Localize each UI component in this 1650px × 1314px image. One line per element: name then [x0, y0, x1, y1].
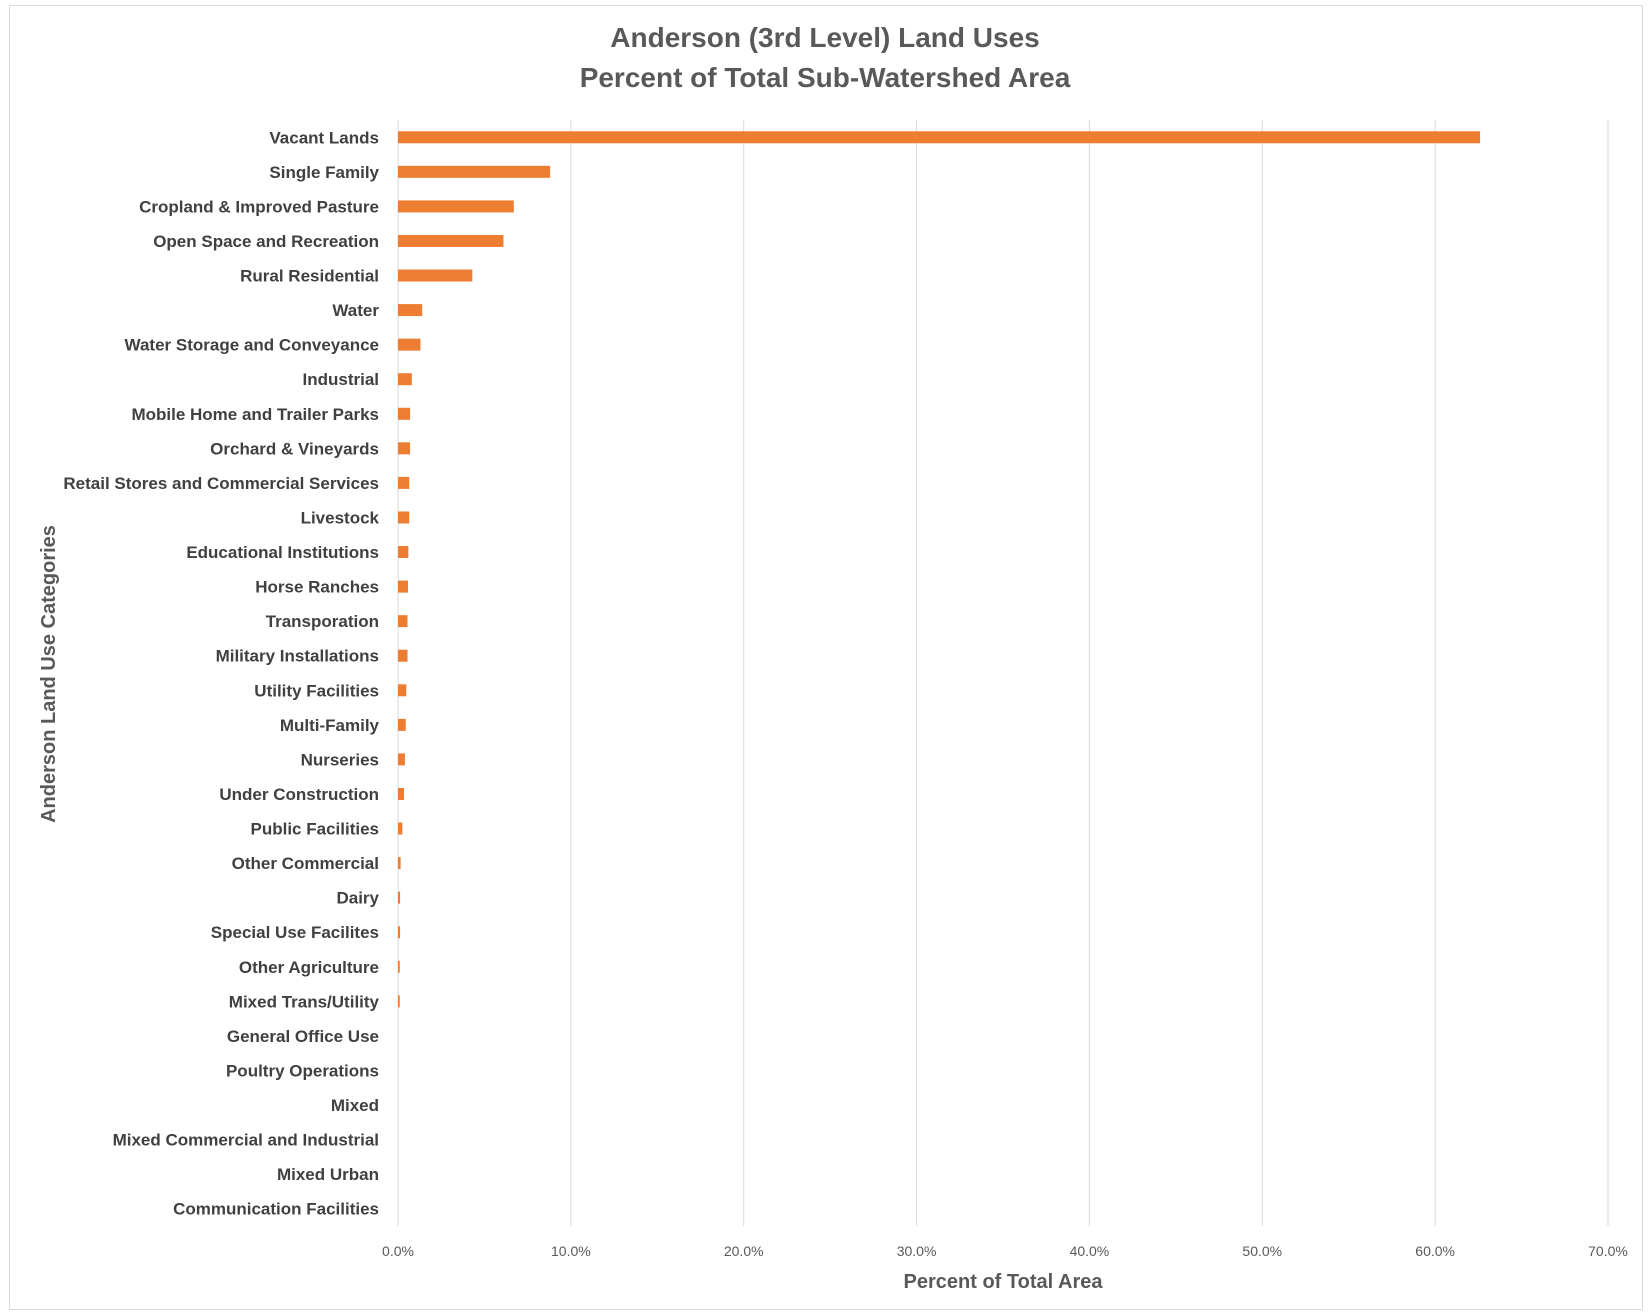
category-label: Transporation — [266, 612, 379, 631]
bar — [398, 857, 401, 870]
bar — [398, 615, 408, 628]
bar — [398, 580, 409, 593]
chart-title: Anderson (3rd Level) Land Uses — [610, 22, 1040, 53]
bar — [398, 131, 1481, 144]
x-tick-label: 70.0% — [1588, 1243, 1628, 1259]
category-label: Nurseries — [301, 750, 379, 769]
category-label: Industrial — [302, 370, 379, 389]
x-axis-title: Percent of Total Area — [904, 1271, 1104, 1293]
category-label: Poultry Operations — [226, 1061, 379, 1080]
bar — [398, 165, 551, 178]
x-tick-label: 20.0% — [724, 1243, 764, 1259]
category-label: Special Use Facilites — [211, 923, 379, 942]
category-label: Retail Stores and Commercial Services — [63, 474, 379, 493]
bars — [398, 131, 1481, 1008]
category-label: Open Space and Recreation — [153, 232, 379, 251]
bar — [398, 546, 409, 559]
category-label: Multi-Family — [280, 716, 380, 735]
bar — [398, 995, 400, 1008]
bar — [398, 476, 410, 489]
category-label: Single Family — [269, 163, 379, 182]
x-tick-label: 0.0% — [382, 1243, 414, 1259]
category-label: Mixed — [331, 1096, 379, 1115]
bar — [398, 891, 401, 904]
bar — [398, 407, 411, 420]
bar — [398, 926, 401, 939]
gridlines — [397, 120, 1609, 1226]
x-tick-label: 50.0% — [1242, 1243, 1282, 1259]
x-tick-label: 40.0% — [1070, 1243, 1110, 1259]
bar — [398, 269, 473, 282]
category-label: Mixed Urban — [277, 1165, 379, 1184]
category-label: Mixed Commercial and Industrial — [113, 1131, 379, 1150]
bar — [398, 200, 514, 213]
bar — [398, 822, 403, 835]
category-label: Utility Facilities — [254, 681, 379, 700]
bar — [398, 960, 400, 973]
bar — [398, 649, 408, 662]
tick-labels: 0.0% 10.0% 20.0% 30.0% 40.0% 50.0% 60.0% 70.0% — [382, 1243, 1628, 1259]
chart-subtitle: Percent of Total Sub-Watershed Area — [579, 62, 1071, 93]
category-label: Military Installations — [216, 647, 379, 666]
category-label: Cropland & Improved Pasture — [139, 197, 379, 216]
bar — [398, 684, 407, 697]
category-label: Mixed Trans/Utility — [229, 992, 380, 1011]
category-label: Livestock — [301, 508, 380, 527]
chart-frame — [9, 5, 1643, 1310]
bar — [398, 373, 412, 386]
category-label: Water Storage and Conveyance — [125, 336, 379, 355]
category-label: Educational Institutions — [186, 543, 379, 562]
bar — [398, 511, 410, 524]
category-label: Communication Facilities — [173, 1200, 379, 1219]
bar — [398, 718, 406, 731]
bar — [398, 304, 423, 317]
y-axis-title: Anderson Land Use Categories — [38, 525, 60, 823]
category-label: Rural Residential — [240, 267, 379, 286]
bar — [398, 442, 411, 455]
x-tick-label: 10.0% — [551, 1243, 591, 1259]
category-label: Mobile Home and Trailer Parks — [131, 405, 379, 424]
category-label: Other Agriculture — [239, 958, 379, 977]
category-label: Public Facilities — [251, 820, 380, 839]
category-label: Orchard & Vineyards — [210, 439, 379, 458]
bar — [398, 338, 421, 351]
bar — [398, 234, 504, 247]
category-label: Other Commercial — [232, 854, 379, 873]
category-label: Horse Ranches — [255, 578, 379, 597]
x-tick-label: 60.0% — [1415, 1243, 1455, 1259]
category-label: Vacant Lands — [269, 128, 379, 147]
x-tick-label: 30.0% — [897, 1243, 937, 1259]
category-label: Water — [332, 301, 379, 320]
bar — [398, 753, 405, 766]
category-label: General Office Use — [227, 1027, 379, 1046]
bar — [398, 787, 405, 800]
category-labels: Vacant Lands Single Family Cropland & Impr… — [63, 128, 379, 1218]
category-label: Dairy — [336, 889, 379, 908]
category-label: Under Construction — [219, 785, 379, 804]
